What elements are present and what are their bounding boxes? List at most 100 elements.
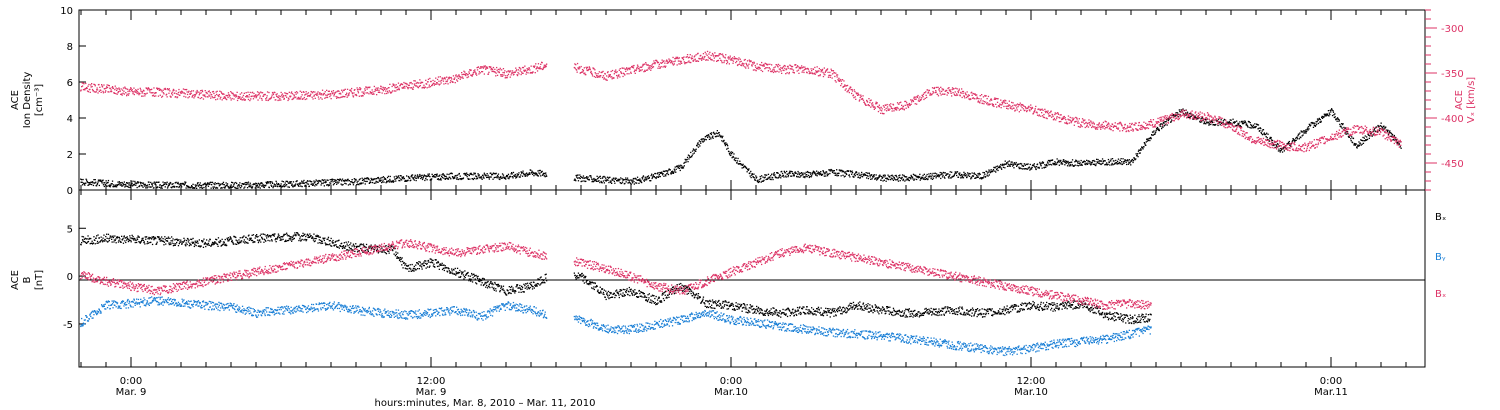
data-point xyxy=(707,136,709,139)
data-point xyxy=(631,179,633,181)
data-point xyxy=(865,172,867,174)
data-point xyxy=(697,60,700,62)
data-point xyxy=(588,66,590,68)
data-point xyxy=(347,93,350,95)
data-point xyxy=(705,139,707,141)
data-point xyxy=(1145,144,1147,146)
data-point xyxy=(426,175,428,177)
data-point xyxy=(1303,132,1305,134)
data-point xyxy=(85,178,87,180)
data-point xyxy=(106,185,108,187)
data-point xyxy=(1135,158,1137,160)
data-point xyxy=(200,186,202,188)
data-point xyxy=(644,176,646,178)
data-point xyxy=(811,72,813,74)
data-point xyxy=(642,176,644,178)
data-point xyxy=(91,83,93,85)
data-point xyxy=(143,90,145,92)
data-point xyxy=(1000,163,1002,166)
data-point xyxy=(586,178,589,180)
data-point xyxy=(681,167,683,169)
data-point xyxy=(1346,130,1348,133)
data-point xyxy=(530,169,532,171)
data-point xyxy=(797,170,799,173)
data-point xyxy=(1069,161,1071,164)
data-point xyxy=(371,91,373,94)
data-point xyxy=(222,181,225,183)
data-point xyxy=(536,174,538,176)
data-point xyxy=(658,175,660,177)
data-point xyxy=(1289,144,1291,147)
data-point xyxy=(505,178,507,180)
data-point xyxy=(950,177,952,179)
data-point xyxy=(865,104,867,106)
data-point xyxy=(650,174,652,177)
data-point xyxy=(911,101,913,103)
data-point xyxy=(164,186,166,188)
data-point xyxy=(368,178,370,181)
data-point xyxy=(897,177,899,179)
data-point xyxy=(884,174,886,176)
data-point xyxy=(700,58,702,60)
data-point xyxy=(1048,159,1050,162)
data-point xyxy=(311,96,313,98)
data-point xyxy=(329,182,331,184)
top-right-tick-label: -350 xyxy=(1441,69,1464,80)
data-point xyxy=(1217,124,1219,127)
data-point xyxy=(598,180,600,182)
data-point xyxy=(167,89,170,91)
data-point xyxy=(1167,119,1170,122)
data-point xyxy=(297,185,300,187)
data-point xyxy=(709,57,711,59)
data-point xyxy=(227,92,230,94)
data-point xyxy=(1090,161,1092,164)
data-point xyxy=(121,94,123,96)
data-point xyxy=(1111,158,1114,160)
data-point xyxy=(317,182,320,184)
top-left-tick-label: 10 xyxy=(60,6,73,17)
data-point xyxy=(128,182,130,184)
data-point xyxy=(850,86,852,88)
data-point xyxy=(537,67,539,69)
data-point xyxy=(1256,124,1259,126)
data-point xyxy=(276,185,279,188)
data-point xyxy=(107,181,109,184)
data-point xyxy=(285,185,287,187)
data-point xyxy=(509,76,511,78)
data-point xyxy=(621,178,623,180)
data-point xyxy=(541,174,544,176)
data-point xyxy=(308,94,310,97)
data-point xyxy=(934,91,936,94)
data-point xyxy=(312,91,315,93)
data-point xyxy=(120,93,122,95)
top-left-tick-label: 8 xyxy=(67,42,73,53)
data-point xyxy=(136,182,138,184)
data-point xyxy=(888,104,890,106)
data-point xyxy=(817,171,820,173)
data-point xyxy=(645,179,647,181)
data-point xyxy=(151,183,153,186)
data-point xyxy=(937,95,940,97)
data-point xyxy=(327,185,330,187)
data-point xyxy=(197,182,199,184)
data-point xyxy=(949,89,951,91)
data-point xyxy=(1330,109,1332,111)
data-point xyxy=(146,92,148,94)
data-point xyxy=(1227,121,1230,123)
data-point xyxy=(1391,134,1394,136)
data-point xyxy=(839,79,841,81)
data-point xyxy=(265,98,267,100)
data-point xyxy=(1303,130,1305,132)
data-point xyxy=(536,67,538,69)
data-point xyxy=(586,69,588,72)
data-point xyxy=(139,185,141,187)
data-point xyxy=(807,68,810,70)
data-point xyxy=(664,66,666,68)
data-point xyxy=(135,89,137,91)
data-point xyxy=(97,92,99,94)
data-point xyxy=(254,187,256,189)
data-point xyxy=(441,175,443,178)
data-point xyxy=(591,73,593,75)
data-point xyxy=(140,89,142,91)
data-point xyxy=(947,173,949,175)
